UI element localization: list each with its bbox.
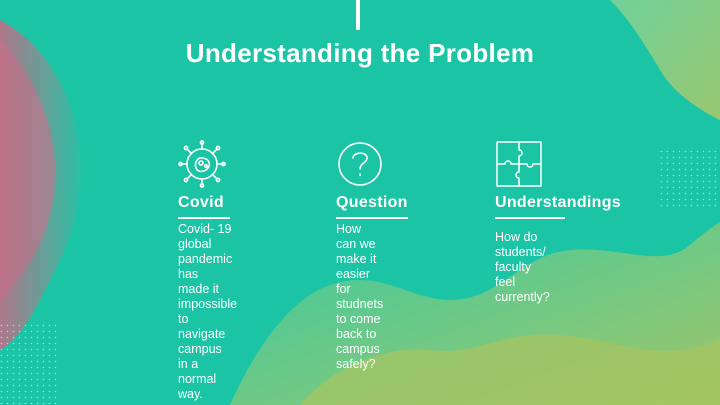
heading-underline bbox=[336, 217, 408, 219]
slide-title: Understanding the Problem bbox=[185, 38, 535, 68]
column-body: Covid- 19 global pandemic has made it im… bbox=[178, 222, 238, 401]
heading-underline bbox=[495, 217, 565, 219]
column-body: How do students/ faculty feel currently? bbox=[495, 230, 550, 304]
column-body: How can we make it easier for studnets t… bbox=[336, 222, 384, 371]
heading-underline bbox=[178, 217, 230, 219]
column-heading: Question bbox=[336, 194, 408, 211]
puzzle-icon bbox=[496, 141, 542, 187]
column-heading: Understandings bbox=[495, 194, 621, 211]
virus-icon bbox=[178, 140, 226, 188]
top-accent-rule bbox=[356, 0, 360, 30]
question-mark-icon bbox=[338, 142, 382, 186]
column-heading: Covid bbox=[178, 194, 224, 211]
